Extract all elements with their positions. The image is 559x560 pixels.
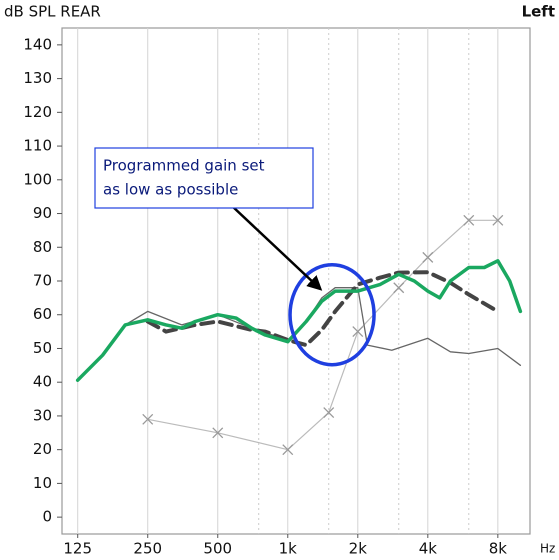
y-tick-label: 50 [33,339,52,357]
annotation-text: as low as possible [103,181,238,199]
annotation-arrow [231,205,323,291]
y-tick-label: 60 [33,305,52,323]
annotation-box [94,147,314,209]
x-axis-label: Hz [540,542,555,556]
x-marker [422,251,434,263]
x-marker [142,413,154,425]
y-tick-label: 90 [33,204,52,222]
series-line [75,259,523,382]
annotation-text: Programmed gain set [103,157,265,175]
x-tick-label: 4k [419,540,438,558]
series-line [145,270,500,348]
y-tick-label: 140 [23,35,52,53]
plot-frame [61,27,531,535]
y-tick-label: 40 [33,373,52,391]
x-tick-label: 1k [279,540,298,558]
x-marker [352,326,364,338]
chart-title: dB SPL REAR [4,3,101,21]
y-tick-label: 110 [23,137,52,155]
y-tick-label: 30 [33,406,52,424]
x-marker [463,214,475,226]
y-tick-label: 70 [33,272,52,290]
ear-label: Left [522,3,555,21]
y-tick-label: 130 [23,69,52,87]
y-tick-label: 0 [42,508,52,526]
y-tick-label: 100 [23,170,52,188]
series-line [77,287,522,381]
x-marker [212,427,224,439]
x-tick-label: 2k [349,540,368,558]
x-tick-label: 500 [203,540,232,558]
y-tick-label: 10 [33,474,52,492]
y-tick-label: 120 [23,103,52,121]
x-marker [393,282,405,294]
y-tick-label: 20 [33,440,52,458]
x-marker [282,444,294,456]
x-tick-label: 250 [133,540,162,558]
x-marker [492,214,504,226]
x-tick-label: 8k [489,540,508,558]
x-marker [323,407,335,419]
x-tick-label: 125 [63,540,92,558]
highlight-ellipse [288,262,376,367]
y-tick-label: 80 [33,238,52,256]
